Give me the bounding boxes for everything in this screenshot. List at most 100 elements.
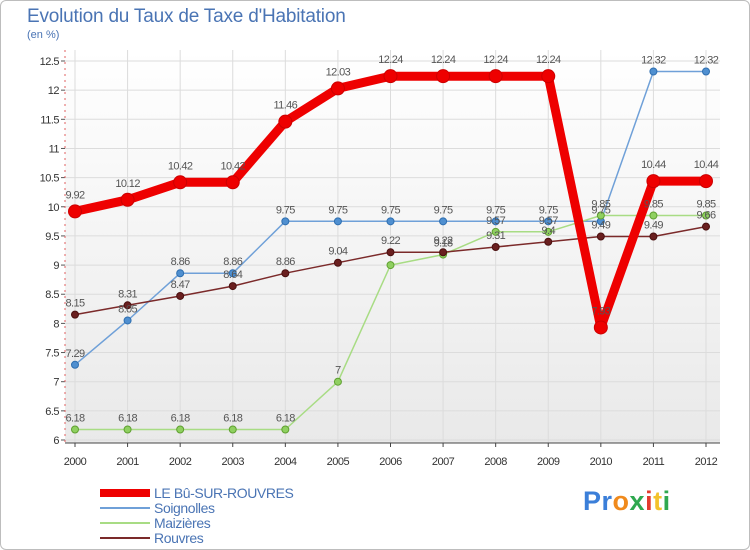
x-tick-label: 2007	[432, 456, 455, 468]
data-label: 9.75	[539, 204, 558, 216]
data-label: 12.24	[431, 54, 456, 66]
chart-title: Evolution du Taux de Taxe d'Habitation	[27, 6, 346, 27]
legend-swatch	[100, 522, 150, 524]
logo-letter: t	[653, 486, 663, 516]
logo-letter: x	[629, 486, 646, 516]
y-tick-label: 9	[53, 260, 59, 272]
x-tick-label: 2006	[379, 456, 402, 468]
data-point	[228, 269, 237, 278]
data-point	[491, 217, 500, 226]
y-tick-label: 7.5	[45, 348, 59, 360]
x-tick-label: 2010	[590, 456, 613, 468]
data-point	[228, 425, 237, 434]
data-point	[702, 222, 710, 231]
data-point	[120, 192, 135, 207]
data-point	[383, 69, 398, 84]
data-point	[71, 360, 79, 369]
data-point	[386, 248, 395, 257]
data-label: 9.66	[696, 210, 715, 222]
legend-item: Soignolles	[100, 501, 420, 516]
data-point	[330, 81, 345, 96]
data-point	[278, 114, 293, 129]
logo-letter: i	[662, 486, 671, 516]
data-label: 9.22	[381, 235, 400, 247]
data-label: 6.18	[171, 413, 190, 425]
logo-letter: i	[645, 486, 654, 516]
data-point	[596, 232, 605, 241]
y-tick-label: 12	[48, 85, 60, 97]
data-point	[176, 291, 185, 300]
data-label: 9.57	[539, 215, 558, 227]
data-point	[491, 227, 500, 236]
chart-legend: LE Bû-SUR-ROUVRES Soignolles Maizières Rouv…	[100, 486, 420, 546]
data-label: 9.49	[644, 220, 663, 232]
data-label: 6.18	[276, 413, 295, 425]
data-label: 6.18	[65, 413, 84, 425]
data-label: 8.64	[223, 269, 242, 281]
data-point	[646, 174, 661, 189]
y-tick-label: 6	[53, 435, 59, 447]
data-point	[281, 425, 290, 434]
data-point	[281, 217, 290, 226]
legend-label: LE Bû-SUR-ROUVRES	[154, 485, 294, 501]
legend-label: Rouvres	[154, 530, 204, 546]
data-point	[541, 69, 556, 84]
data-point	[173, 175, 188, 190]
data-label: 9.22	[434, 235, 453, 247]
data-point	[228, 282, 237, 291]
legend-swatch	[100, 489, 150, 497]
data-label: 8.05	[118, 303, 137, 315]
data-label: 10.42	[220, 160, 245, 172]
data-label: 7	[335, 365, 341, 377]
y-tick-label: 7	[53, 377, 59, 389]
data-label: 12.32	[694, 54, 719, 66]
data-point	[333, 258, 342, 267]
data-point	[123, 316, 132, 325]
data-point	[488, 69, 503, 84]
x-tick-label: 2009	[537, 456, 560, 468]
data-label: 10.12	[115, 178, 140, 190]
data-label: 8.15	[65, 298, 84, 310]
data-label: 9.75	[328, 204, 347, 216]
x-tick-label: 2002	[169, 456, 192, 468]
data-label: 9.04	[328, 246, 347, 258]
data-label: 10.42	[168, 160, 193, 172]
x-tick-label: 2011	[643, 456, 665, 468]
data-label: 9.18	[434, 238, 453, 250]
data-point	[225, 175, 240, 190]
data-label: 9.85	[591, 199, 610, 211]
data-point	[544, 237, 553, 246]
legend-item: Maizières	[100, 516, 420, 531]
proxiti-logo: Proxiti	[583, 486, 671, 517]
legend-swatch	[100, 537, 150, 539]
data-label: 12.03	[326, 66, 351, 78]
y-unit-label: (en %)	[27, 29, 60, 41]
logo-letter: P	[583, 486, 602, 516]
data-point	[176, 425, 185, 434]
data-point	[544, 227, 553, 236]
x-tick-label: 2005	[327, 456, 350, 468]
data-label: 8.31	[118, 288, 137, 300]
y-tick-label: 10	[48, 202, 60, 214]
data-point	[386, 217, 395, 226]
y-tick-label: 8	[53, 318, 59, 330]
data-point	[176, 269, 185, 278]
data-label: 8.86	[171, 256, 190, 268]
data-label: 9.57	[486, 215, 505, 227]
data-label: 10.44	[641, 159, 666, 171]
x-tick-label: 2000	[64, 456, 87, 468]
data-point	[123, 425, 132, 434]
y-tick-label: 6.5	[45, 406, 59, 418]
y-tick-label: 8.5	[45, 289, 59, 301]
data-point	[596, 211, 605, 220]
data-label: 9.92	[65, 189, 84, 201]
data-point	[333, 217, 342, 226]
legend-item: Rouvres	[100, 531, 420, 546]
data-point	[491, 243, 500, 252]
y-tick-label: 11	[49, 143, 60, 155]
data-label: 6.18	[118, 413, 137, 425]
data-point	[439, 217, 448, 226]
data-point	[702, 211, 710, 220]
data-label: 9.75	[591, 204, 610, 216]
